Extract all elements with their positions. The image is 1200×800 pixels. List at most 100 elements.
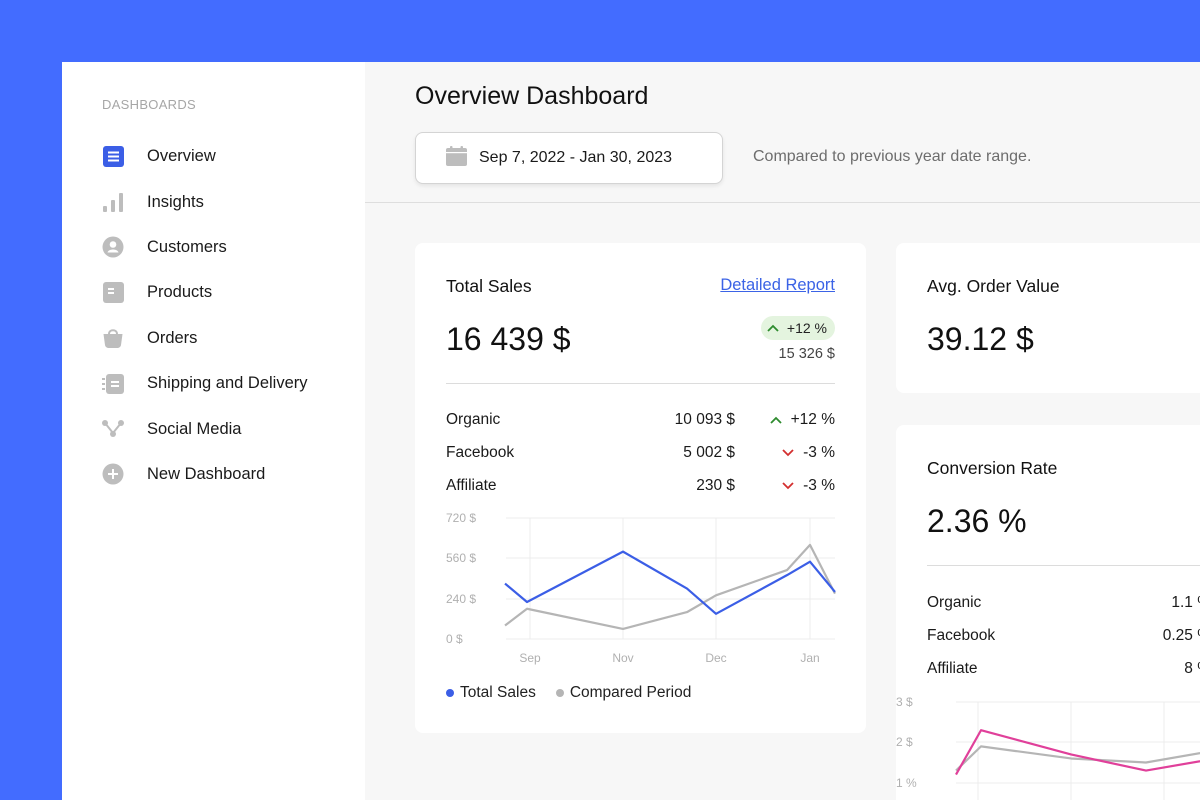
- sidebar-item-social-media[interactable]: Social Media: [102, 406, 308, 451]
- conversion-rows: Organic 1.1 % Facebook 0.25 % Affiliate …: [927, 586, 1200, 685]
- table-row: Affiliate 230 $ -3 %: [446, 469, 835, 502]
- table-row: Facebook 5 002 $ -3 %: [446, 436, 835, 469]
- card-title: Total Sales: [446, 276, 532, 296]
- total-sales-value: 16 439 $: [446, 321, 571, 357]
- sidebar-item-label: Customers: [147, 237, 227, 256]
- table-row: Affiliate 8 %: [927, 652, 1200, 685]
- sidebar-item-overview[interactable]: Overview: [102, 134, 308, 179]
- share-icon: [102, 418, 124, 440]
- arrow-down-icon: [782, 481, 794, 489]
- sidebar-item-label: Social Media: [147, 419, 242, 438]
- card-title: Avg. Order Value: [927, 276, 1060, 296]
- x-tick-label: Dec: [705, 651, 726, 665]
- card-divider: [446, 383, 835, 384]
- y-tick-label: 0 $: [446, 632, 463, 646]
- row-value: 8 %: [1184, 659, 1200, 677]
- legend-label: Total Sales: [460, 684, 536, 701]
- series-line-conversion: [955, 729, 1200, 776]
- legend-label: Compared Period: [569, 684, 692, 701]
- series-line-conversion-compared: [955, 745, 1200, 772]
- sidebar: DASHBOARDS Overview Insights Customers: [62, 62, 365, 800]
- row-label: Affiliate: [927, 659, 978, 677]
- delta-badge: +12 %: [760, 316, 835, 340]
- sidebar-item-orders[interactable]: Orders: [102, 316, 308, 361]
- conversion-rate-card: Conversion Rate 2.36 % Organic 1.1 % Fac…: [896, 425, 1200, 800]
- total-sales-card: Total Sales Detailed Report 16 439 $ +12…: [415, 243, 866, 733]
- sidebar-item-label: Overview: [147, 147, 216, 166]
- legend-dot: [555, 689, 564, 697]
- arrow-up-icon: [769, 416, 782, 424]
- series-line-total-sales: [504, 550, 836, 615]
- table-row: Organic 10 093 $ +12 %: [446, 403, 835, 436]
- sidebar-item-shipping[interactable]: Shipping and Delivery: [102, 361, 308, 406]
- sidebar-item-new-dashboard[interactable]: New Dashboard: [102, 452, 308, 497]
- row-label: Affiliate: [446, 476, 497, 494]
- row-value: 5 002 $: [683, 443, 735, 461]
- table-row: Facebook 0.25 %: [927, 619, 1200, 652]
- sidebar-heading: DASHBOARDS: [102, 97, 197, 112]
- sidebar-item-label: New Dashboard: [147, 464, 266, 483]
- row-delta-value: -3 %: [803, 443, 835, 461]
- x-tick-label: Nov: [612, 651, 633, 665]
- y-tick-label: 2 $: [896, 735, 913, 749]
- sidebar-item-label: Products: [147, 283, 213, 302]
- chart-legend: Total Sales Compared Period: [446, 684, 711, 702]
- legend-item-total-sales: Total Sales: [446, 684, 536, 702]
- row-label: Organic: [446, 410, 501, 428]
- arrow-down-icon: [782, 448, 794, 456]
- row-label: Facebook: [446, 443, 515, 461]
- row-delta-value: +12 %: [790, 410, 835, 428]
- product-icon: [102, 282, 124, 304]
- y-tick-label: 240 $: [446, 592, 476, 606]
- row-delta-value: -3 %: [803, 476, 835, 494]
- detailed-report-link[interactable]: Detailed Report: [720, 276, 835, 294]
- row-label: Facebook: [927, 626, 996, 644]
- page-title: Overview Dashboard: [415, 82, 649, 110]
- previous-value: 15 326 $: [778, 346, 835, 362]
- sidebar-item-label: Orders: [147, 328, 198, 347]
- sidebar-item-label: Insights: [147, 192, 204, 211]
- date-range-picker[interactable]: Sep 7, 2022 - Jan 30, 2023: [415, 132, 723, 184]
- y-tick-label: 1 %: [896, 776, 917, 790]
- y-tick-label: 3 $: [896, 695, 913, 709]
- card-divider: [927, 565, 1200, 566]
- avg-order-value: 39.12 $: [927, 321, 1034, 357]
- conversion-rate-chart: 3 $ 2 $ 1 %: [896, 695, 1200, 800]
- list-icon: [102, 146, 124, 168]
- sidebar-item-insights[interactable]: Insights: [102, 179, 308, 224]
- series-line-compared-period: [504, 543, 836, 631]
- header-divider: [365, 202, 1200, 203]
- delta-value: +12 %: [786, 320, 827, 336]
- row-delta: -3 %: [735, 477, 835, 495]
- bag-icon: [102, 327, 124, 349]
- sidebar-item-label: Shipping and Delivery: [147, 374, 308, 393]
- total-sales-chart: 720 $ 560 $ 240 $ 0 $ Sep Nov Dec Jan: [446, 511, 836, 665]
- row-delta: -3 %: [735, 444, 835, 462]
- compare-note: Compared to previous year date range.: [753, 148, 1032, 165]
- row-value: 0.25 %: [1162, 626, 1200, 644]
- truck-icon: [102, 373, 124, 395]
- arrow-up-icon: [767, 324, 779, 332]
- x-tick-label: Sep: [519, 651, 541, 665]
- x-tick-label: Jan: [800, 651, 819, 665]
- row-value: 230 $: [696, 476, 735, 494]
- sidebar-nav: Overview Insights Customers Products: [102, 134, 308, 497]
- conversion-rate-value: 2.36 %: [927, 503, 1027, 539]
- bar-chart-icon: [102, 191, 124, 213]
- legend-dot: [446, 689, 454, 697]
- y-tick-label: 720 $: [446, 511, 476, 525]
- plus-circle-icon: [102, 463, 124, 485]
- sidebar-item-customers[interactable]: Customers: [102, 225, 308, 270]
- card-title: Conversion Rate: [927, 458, 1058, 478]
- calendar-icon: [446, 145, 467, 171]
- source-rows: Organic 10 093 $ +12 % Facebook 5 002 $ …: [446, 403, 835, 502]
- app-window: DASHBOARDS Overview Insights Customers: [62, 62, 1200, 800]
- sidebar-item-products[interactable]: Products: [102, 270, 308, 315]
- main-content: Overview Dashboard Sep 7, 2022 - Jan 30,…: [365, 62, 1200, 800]
- row-delta: +12 %: [735, 411, 835, 429]
- legend-item-compared-period: Compared Period: [555, 684, 692, 702]
- row-value: 1.1 %: [1171, 593, 1200, 611]
- row-label: Organic: [927, 593, 982, 611]
- table-row: Organic 1.1 %: [927, 586, 1200, 619]
- date-range-text: Sep 7, 2022 - Jan 30, 2023: [479, 149, 673, 166]
